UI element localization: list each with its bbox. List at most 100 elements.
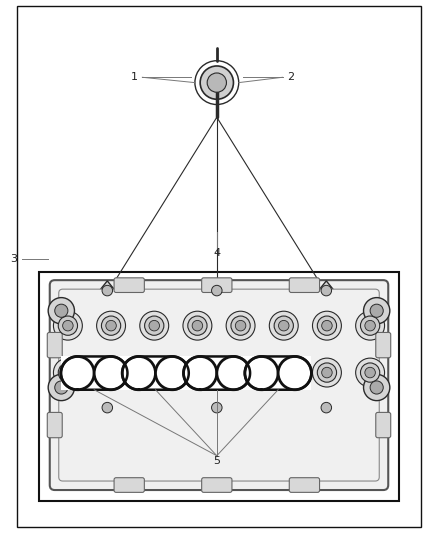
FancyBboxPatch shape — [47, 333, 62, 358]
Bar — [61, 357, 127, 390]
Circle shape — [63, 320, 73, 331]
FancyBboxPatch shape — [289, 478, 320, 492]
FancyBboxPatch shape — [289, 278, 320, 293]
Circle shape — [207, 73, 226, 92]
Circle shape — [364, 374, 390, 401]
Circle shape — [149, 367, 159, 378]
Bar — [39, 272, 399, 501]
Circle shape — [274, 316, 293, 335]
Circle shape — [321, 402, 332, 413]
Circle shape — [312, 311, 341, 340]
Text: 4: 4 — [213, 248, 220, 258]
Circle shape — [122, 357, 155, 390]
Circle shape — [97, 311, 126, 340]
Bar — [245, 357, 311, 390]
Polygon shape — [314, 402, 338, 417]
Bar — [55, 301, 383, 314]
Circle shape — [321, 367, 332, 378]
Polygon shape — [205, 281, 229, 296]
Bar — [50, 296, 388, 402]
Circle shape — [61, 357, 94, 390]
Circle shape — [212, 402, 222, 413]
Circle shape — [102, 316, 121, 335]
Circle shape — [53, 358, 82, 387]
Circle shape — [192, 367, 203, 378]
Circle shape — [365, 320, 375, 331]
FancyBboxPatch shape — [47, 413, 62, 438]
Circle shape — [63, 367, 73, 378]
Circle shape — [183, 358, 212, 387]
Circle shape — [188, 316, 207, 335]
Circle shape — [278, 357, 311, 390]
Circle shape — [55, 381, 68, 394]
Text: 3: 3 — [11, 254, 18, 263]
Circle shape — [58, 316, 78, 335]
Bar — [55, 382, 383, 395]
Circle shape — [226, 358, 255, 387]
Circle shape — [231, 363, 250, 382]
Circle shape — [102, 402, 113, 413]
FancyBboxPatch shape — [201, 478, 232, 492]
Circle shape — [145, 316, 164, 335]
Circle shape — [212, 285, 222, 296]
Circle shape — [200, 66, 233, 99]
Circle shape — [149, 320, 159, 331]
Circle shape — [106, 367, 117, 378]
Polygon shape — [205, 402, 229, 417]
Circle shape — [184, 357, 217, 390]
Circle shape — [231, 316, 250, 335]
FancyBboxPatch shape — [59, 289, 379, 481]
Circle shape — [317, 316, 336, 335]
Circle shape — [364, 297, 390, 324]
Circle shape — [145, 363, 164, 382]
Circle shape — [235, 367, 246, 378]
Circle shape — [140, 311, 169, 340]
Circle shape — [360, 316, 380, 335]
Circle shape — [274, 363, 293, 382]
Polygon shape — [95, 281, 119, 296]
Circle shape — [58, 363, 78, 382]
Circle shape — [226, 311, 255, 340]
Circle shape — [365, 367, 375, 378]
Circle shape — [48, 297, 74, 324]
Polygon shape — [314, 281, 338, 296]
FancyBboxPatch shape — [50, 280, 388, 490]
Circle shape — [317, 363, 336, 382]
Bar — [184, 357, 250, 390]
Circle shape — [188, 363, 207, 382]
Bar — [122, 357, 189, 390]
Circle shape — [245, 357, 278, 390]
Circle shape — [155, 357, 189, 390]
Circle shape — [356, 358, 385, 387]
Circle shape — [321, 320, 332, 331]
FancyBboxPatch shape — [114, 478, 145, 492]
Circle shape — [269, 311, 298, 340]
Circle shape — [48, 374, 74, 401]
Circle shape — [279, 367, 289, 378]
Circle shape — [102, 285, 113, 296]
Polygon shape — [95, 402, 119, 417]
FancyBboxPatch shape — [114, 278, 145, 293]
Circle shape — [53, 311, 82, 340]
Text: 5: 5 — [213, 456, 220, 466]
Circle shape — [235, 320, 246, 331]
Circle shape — [140, 358, 169, 387]
FancyBboxPatch shape — [201, 278, 232, 293]
Circle shape — [217, 357, 250, 390]
Circle shape — [97, 358, 126, 387]
Circle shape — [312, 358, 341, 387]
Circle shape — [360, 363, 380, 382]
Circle shape — [370, 304, 383, 317]
Circle shape — [55, 304, 68, 317]
FancyBboxPatch shape — [376, 333, 391, 358]
Circle shape — [269, 358, 298, 387]
Circle shape — [106, 320, 117, 331]
Circle shape — [102, 363, 121, 382]
Circle shape — [192, 320, 203, 331]
Circle shape — [321, 285, 332, 296]
Circle shape — [356, 311, 385, 340]
Circle shape — [94, 357, 127, 390]
Text: 1: 1 — [131, 72, 138, 82]
Circle shape — [183, 311, 212, 340]
FancyBboxPatch shape — [376, 413, 391, 438]
